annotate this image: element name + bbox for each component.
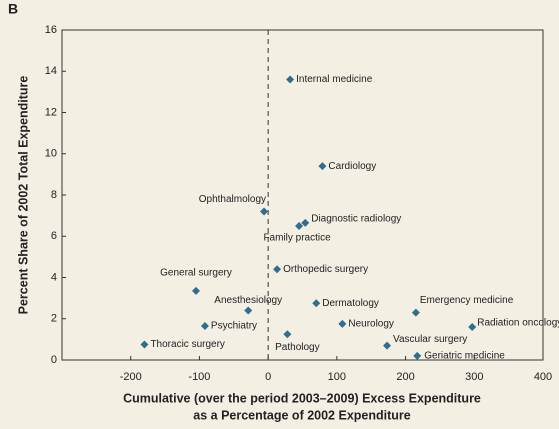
point-label: Internal medicine [296, 74, 373, 85]
y-axis-label: Percent Share of 2002 Total Expenditure [16, 76, 30, 315]
point-label: Neurology [348, 319, 394, 330]
point-label: Orthopedic surgery [283, 264, 368, 275]
panel-label: B [8, 1, 18, 17]
point-label: Pathology [275, 342, 319, 353]
point [338, 319, 347, 328]
point [200, 321, 209, 330]
point [413, 351, 422, 360]
y-tick-label: 12 [45, 106, 57, 118]
point-label: Dermatology [322, 298, 379, 309]
point [244, 306, 253, 315]
y-tick-label: 16 [45, 24, 57, 36]
point [318, 162, 327, 171]
point [273, 265, 282, 274]
point-label: Emergency medicine [420, 295, 514, 306]
point-label: Anesthesiology [214, 295, 282, 306]
x-tick-label: 300 [465, 371, 483, 383]
y-tick-label: 4 [51, 271, 57, 283]
x-tick-label: 200 [396, 371, 414, 383]
point-label: Radiation oncology [477, 318, 559, 329]
point-label: Diagnostic radiology [311, 213, 401, 224]
point-label: Ophthalmology [199, 194, 266, 205]
point [312, 299, 321, 308]
point-label: General surgery [160, 268, 232, 279]
point-label: Cardiology [328, 161, 376, 172]
point-label: Thoracic surgery [150, 339, 224, 350]
point [191, 286, 200, 295]
point [383, 341, 392, 350]
y-tick-label: 0 [51, 354, 57, 366]
y-tick-label: 6 [51, 230, 57, 242]
x-tick-label: 400 [534, 371, 552, 383]
x-axis-label: Cumulative (over the period 2003–2009) E… [123, 391, 481, 405]
y-tick-label: 2 [51, 313, 57, 325]
point [283, 330, 292, 339]
x-axis-label: as a Percentage of 2002 Expenditure [193, 408, 411, 422]
point-label: Geriatric medicine [424, 351, 505, 362]
y-tick-label: 8 [51, 189, 57, 201]
point-label: Family practice [263, 233, 331, 244]
point [295, 221, 304, 230]
x-tick-label: -200 [120, 371, 142, 383]
point [286, 75, 295, 84]
y-tick-label: 10 [45, 148, 57, 160]
point [411, 308, 420, 317]
point [260, 207, 269, 216]
y-tick-label: 14 [45, 65, 57, 77]
point [140, 340, 149, 349]
point-label: Vascular surgery [393, 334, 467, 345]
x-tick-label: 0 [265, 371, 271, 383]
x-tick-label: -100 [188, 371, 210, 383]
x-tick-label: 100 [328, 371, 346, 383]
point [301, 218, 310, 227]
point-label: Psychiatry [211, 321, 257, 332]
point [468, 323, 477, 331]
